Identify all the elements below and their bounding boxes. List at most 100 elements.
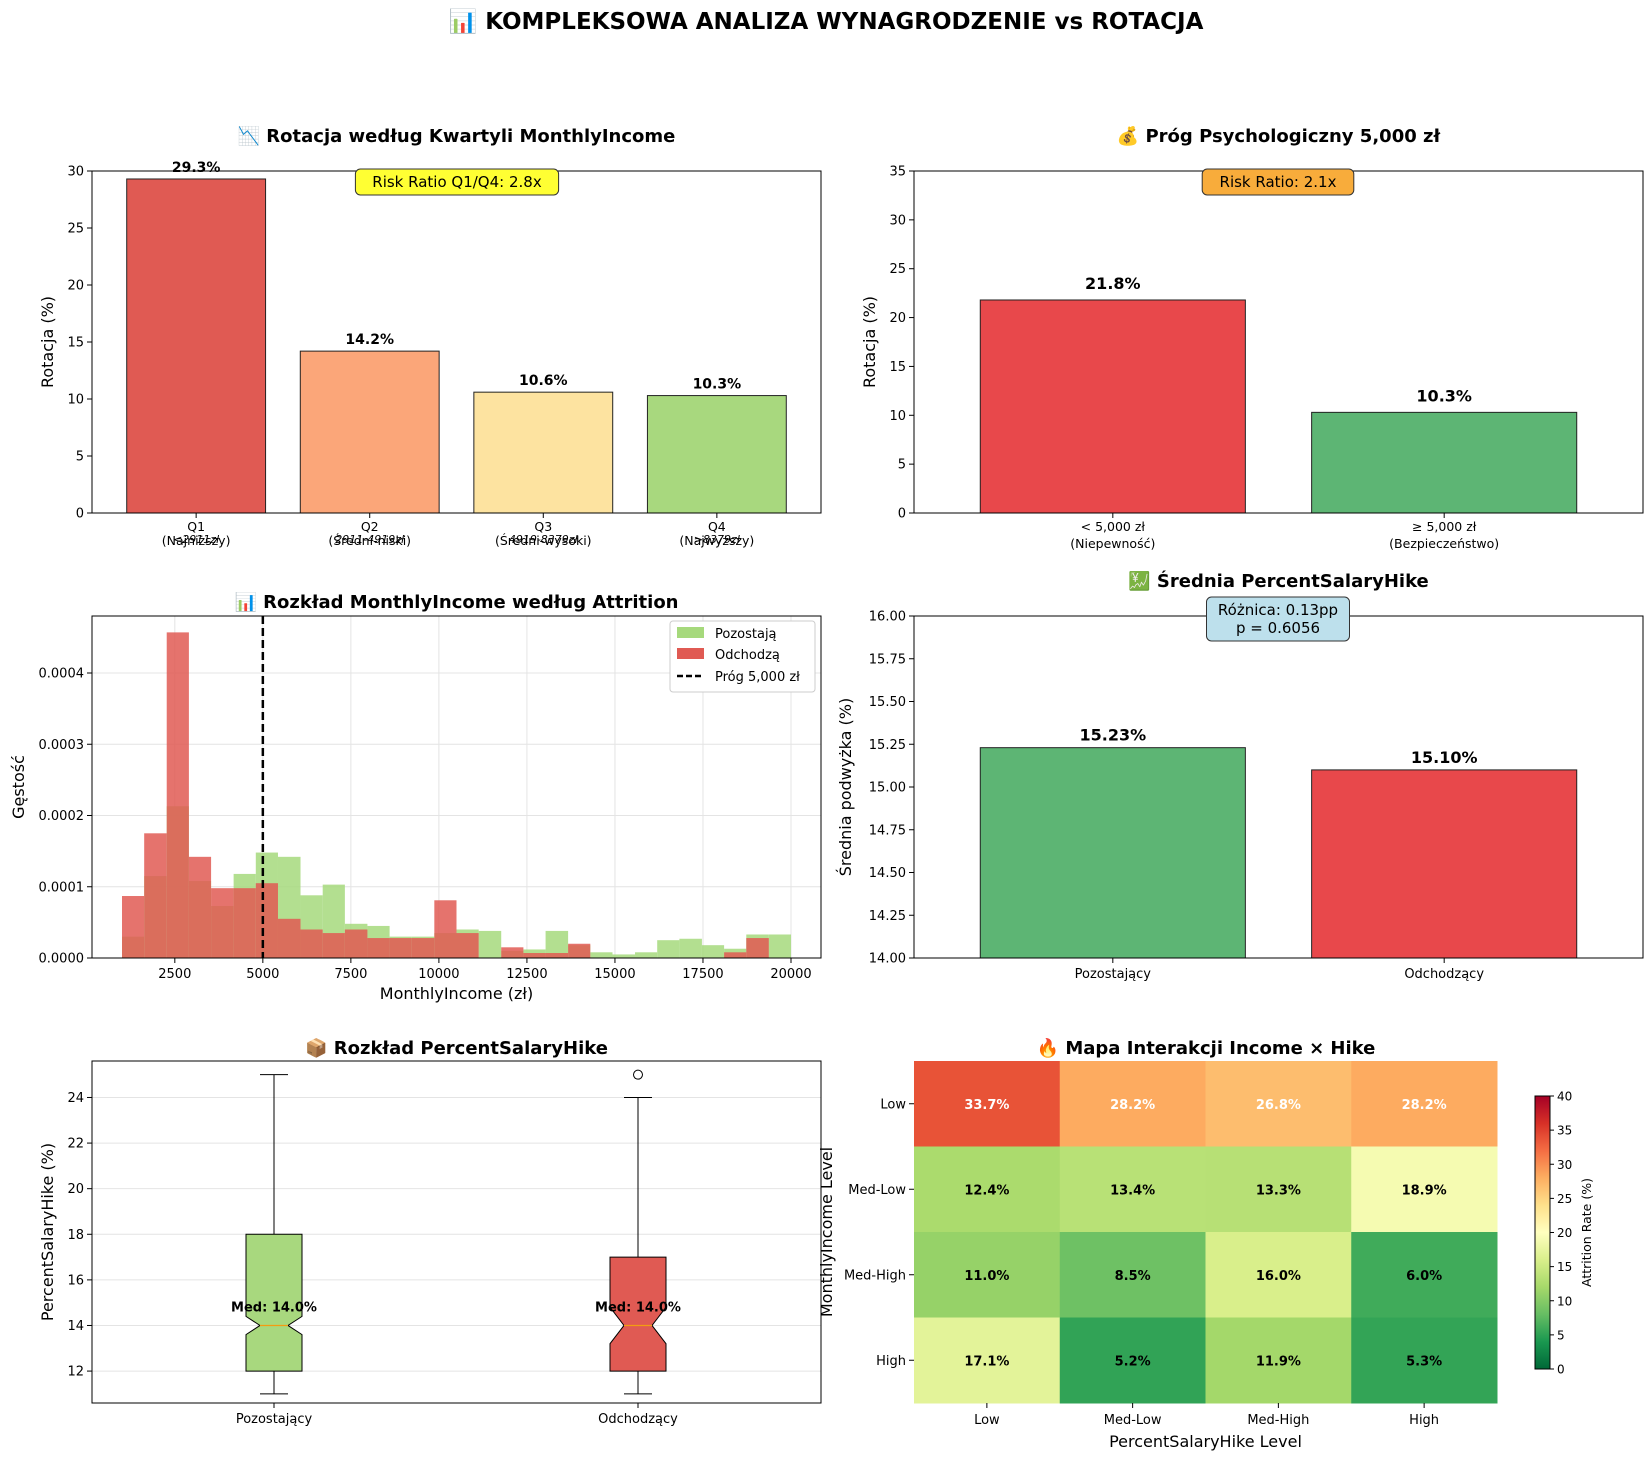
colorbar-tick-label: 5 <box>1557 1328 1565 1342</box>
heatmap-cell <box>1205 1232 1352 1318</box>
x-tick-label: Odchodzący <box>1404 967 1484 982</box>
x-tick-label: 7500 <box>334 967 367 982</box>
histogram-bar <box>300 929 323 958</box>
box <box>245 1233 303 1372</box>
x-tick-label: High <box>1409 1413 1439 1428</box>
y-tick-label: 15 <box>67 336 84 351</box>
x-tick-label: Med-Low <box>1104 1413 1162 1428</box>
heatmap-cell <box>914 1317 1061 1404</box>
y-tick-label: 15.25 <box>869 738 906 753</box>
heatmap-cell <box>914 1146 1061 1233</box>
histogram-bar <box>211 888 234 958</box>
heatmap-cell <box>1351 1061 1498 1147</box>
histogram-bar <box>679 938 702 958</box>
legend-swatch <box>677 648 704 659</box>
x-tick-label: 20000 <box>770 967 811 982</box>
x-tick-label: Q1 (Najniższy) <box>162 519 231 548</box>
legend-label: Odchodzą <box>715 648 780 663</box>
histogram-bar <box>434 900 457 958</box>
colorbar <box>1534 1095 1551 1370</box>
heatmap-cell-label: 5.3% <box>1406 1354 1442 1369</box>
histogram-bar <box>166 632 189 958</box>
x-tick-label: Pozostający <box>1075 967 1152 982</box>
y-tick-label: 14.00 <box>869 952 906 967</box>
heatmap-cell <box>1351 1317 1498 1404</box>
heatmap-cell <box>1059 1061 1206 1147</box>
y-tick-label: 15.00 <box>869 781 906 796</box>
heatmap-cell <box>1205 1061 1352 1147</box>
y-axis-label: Rotacja (%) <box>38 296 57 388</box>
histogram-bar <box>545 953 569 958</box>
heatmap-cell-label: 28.2% <box>1402 1098 1447 1113</box>
y-tick-label: 24 <box>67 1091 84 1106</box>
heatmap-cell-label: 12.4% <box>964 1183 1009 1198</box>
bar-value-label: 29.3% <box>172 160 221 176</box>
y-tick-label: 5 <box>76 450 84 465</box>
colorbar-tick-label: 15 <box>1557 1260 1572 1274</box>
risk-ratio-annotation: Risk Ratio Q1/Q4: 2.8x <box>372 173 542 191</box>
median-label: Med: 14.0% <box>595 1300 681 1315</box>
x-tick-sublabel: <2911zł <box>173 533 220 546</box>
histogram-bar <box>568 943 591 958</box>
mean-salary-hike-chart: 💹 Średnia PercentSalaryHike 14.00 14.25 14.… <box>836 570 1644 982</box>
colorbar-tick-label: 35 <box>1557 1124 1572 1138</box>
heatmap-cell <box>1205 1317 1352 1404</box>
risk-ratio-annotation-box <box>354 168 560 196</box>
difference-annotation: Różnica: 0.13pp p = 0.6056 <box>1218 601 1338 637</box>
heatmap-cell-label: 33.7% <box>964 1098 1009 1113</box>
histogram-bar <box>188 856 212 958</box>
bar <box>979 299 1246 514</box>
y-axis-label: Średnia podwyżka (%) <box>836 698 855 876</box>
histogram-bar <box>277 918 301 958</box>
heatmap-cell-label: 6.0% <box>1406 1269 1442 1284</box>
x-axis-label: MonthlyIncome (zł) <box>380 984 533 1003</box>
y-tick-label: 15.50 <box>869 695 906 710</box>
y-tick-label: 35 <box>889 165 906 180</box>
x-tick-label: Pozostający <box>236 1412 313 1427</box>
y-tick-label: 16 <box>67 1273 84 1288</box>
x-tick-label: 17500 <box>682 967 723 982</box>
bar-value-label: 21.8% <box>1085 274 1141 293</box>
heatmap-cell-label: 26.8% <box>1256 1098 1301 1113</box>
heatmap-cell-label: 18.9% <box>1402 1183 1447 1198</box>
x-tick-label: 5000 <box>246 967 279 982</box>
heatmap-cell-label: 11.0% <box>964 1269 1009 1284</box>
y-tick-label: 25 <box>67 222 84 237</box>
histogram-bar <box>768 934 791 958</box>
bar <box>1311 769 1578 959</box>
y-tick-label: 20 <box>67 279 84 294</box>
heatmap-cell <box>1351 1146 1498 1233</box>
y-tick-label: 15 <box>889 360 906 375</box>
box <box>609 1256 667 1372</box>
y-tick-label: 0.0004 <box>39 667 85 682</box>
histogram-bar <box>322 933 345 958</box>
legend-label: Próg 5,000 zł <box>715 670 800 685</box>
heatmap-cell-label: 16.0% <box>1256 1269 1301 1284</box>
x-tick-label: 15000 <box>594 967 635 982</box>
colorbar-tick-label: 0 <box>1557 1363 1565 1377</box>
y-tick-label: 12 <box>67 1365 84 1380</box>
bar-value-label: 10.6% <box>519 373 568 389</box>
colorbar-tick-label: 25 <box>1557 1192 1572 1206</box>
histogram-bar <box>635 952 658 958</box>
bar <box>473 391 614 514</box>
chart-title: 📦 Rozkład PercentSalaryHike <box>305 1037 608 1059</box>
bar <box>1311 411 1578 514</box>
heatmap-cell <box>1059 1146 1206 1233</box>
heatmap-cell <box>914 1061 1061 1147</box>
risk-ratio-annotation: Risk Ratio: 2.1x <box>1220 173 1337 191</box>
heatmap-cell <box>914 1232 1061 1318</box>
colorbar-tick-label: 40 <box>1557 1090 1572 1104</box>
y-tick-label: 25 <box>889 262 906 277</box>
x-tick-label: Odchodzący <box>598 1412 678 1427</box>
y-axis-label: Rotacja (%) <box>860 296 879 388</box>
x-tick-sublabel: >8379zł <box>694 533 741 546</box>
axes-frame <box>91 1060 822 1404</box>
bar-value-label: 10.3% <box>693 377 742 393</box>
legend-swatch <box>677 627 704 638</box>
histogram-bar <box>590 952 613 958</box>
bar-value-label: 14.2% <box>345 332 394 348</box>
heatmap-cell-label: 11.9% <box>1256 1354 1301 1369</box>
y-tick-label: 0 <box>76 507 84 522</box>
